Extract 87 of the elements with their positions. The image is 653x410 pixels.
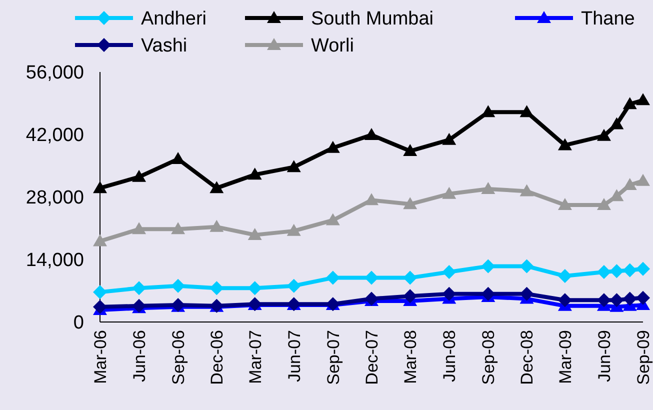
point bbox=[132, 298, 146, 313]
point bbox=[286, 160, 301, 172]
point bbox=[248, 228, 262, 240]
x-tick-label: Sep-09 bbox=[634, 330, 653, 385]
point bbox=[364, 193, 378, 206]
point bbox=[171, 222, 186, 234]
point bbox=[442, 186, 456, 199]
point bbox=[326, 270, 340, 285]
point bbox=[481, 105, 496, 118]
point bbox=[442, 286, 456, 301]
point bbox=[210, 281, 224, 296]
point bbox=[93, 181, 107, 194]
x-tick-label: Mar-09 bbox=[556, 330, 575, 384]
point bbox=[93, 300, 107, 314]
legend-label: Thane bbox=[581, 8, 635, 30]
x-tick-label: Sep-08 bbox=[479, 330, 498, 385]
point bbox=[442, 265, 456, 279]
point bbox=[558, 269, 572, 284]
point bbox=[248, 168, 262, 180]
x-tick-label: Mar-08 bbox=[401, 330, 420, 384]
y-tick-label: 42,000 bbox=[26, 125, 84, 146]
point bbox=[622, 263, 637, 278]
point bbox=[520, 286, 534, 301]
x-tick-label: Dec-08 bbox=[518, 330, 537, 385]
point bbox=[622, 97, 637, 110]
x-tick-label: Jun-07 bbox=[284, 330, 304, 382]
point bbox=[636, 93, 650, 106]
point bbox=[364, 270, 378, 285]
point bbox=[520, 184, 534, 196]
point bbox=[481, 286, 496, 301]
point bbox=[520, 259, 534, 274]
point bbox=[171, 152, 186, 164]
point bbox=[132, 281, 146, 296]
point bbox=[622, 292, 637, 306]
point bbox=[636, 174, 650, 186]
point bbox=[596, 128, 611, 141]
x-tick-label: Dec-06 bbox=[208, 330, 227, 385]
point bbox=[403, 270, 418, 285]
x-tick-label: Sep-06 bbox=[169, 330, 188, 385]
y-tick-label: 0 bbox=[73, 312, 84, 334]
point bbox=[210, 181, 224, 194]
point bbox=[210, 220, 224, 232]
point bbox=[326, 140, 340, 153]
point bbox=[326, 213, 340, 226]
x-tick-label: Dec-07 bbox=[362, 330, 382, 385]
legend-label: Andheri bbox=[141, 8, 206, 30]
point bbox=[622, 178, 637, 190]
point bbox=[636, 262, 650, 276]
point bbox=[364, 128, 378, 140]
x-tick-label: Mar-06 bbox=[90, 330, 110, 384]
point bbox=[481, 182, 496, 194]
point bbox=[481, 259, 496, 274]
point bbox=[558, 198, 572, 210]
point bbox=[596, 265, 611, 279]
legend-label: Vashi bbox=[141, 36, 188, 57]
point bbox=[286, 278, 301, 293]
point bbox=[558, 138, 572, 150]
point bbox=[248, 281, 262, 296]
legend-label: South Mumbai bbox=[311, 8, 434, 30]
point bbox=[610, 117, 624, 130]
point bbox=[93, 234, 107, 246]
x-tick-label: Jun-08 bbox=[440, 330, 460, 382]
point bbox=[610, 293, 624, 308]
y-tick-label: 28,000 bbox=[26, 188, 84, 209]
point bbox=[596, 198, 611, 210]
point bbox=[520, 105, 534, 118]
point bbox=[364, 292, 378, 306]
legend-label: Worli bbox=[311, 36, 354, 57]
point bbox=[596, 293, 611, 308]
x-tick-label: Sep-07 bbox=[324, 330, 343, 385]
point bbox=[636, 290, 650, 305]
point bbox=[93, 285, 107, 300]
point bbox=[403, 144, 418, 156]
x-tick-label: Jun-09 bbox=[594, 330, 614, 382]
x-tick-label: Mar-07 bbox=[246, 330, 265, 384]
point bbox=[442, 132, 456, 145]
point bbox=[558, 293, 572, 308]
point bbox=[132, 170, 146, 182]
point bbox=[286, 224, 301, 236]
point bbox=[403, 289, 418, 304]
point bbox=[403, 197, 418, 210]
point bbox=[610, 264, 624, 278]
y-tick-label: 56,000 bbox=[26, 62, 84, 84]
x-tick-label: Jun-06 bbox=[130, 330, 149, 382]
point bbox=[171, 278, 186, 293]
y-tick-label: 14,000 bbox=[26, 250, 84, 272]
point bbox=[132, 222, 146, 234]
